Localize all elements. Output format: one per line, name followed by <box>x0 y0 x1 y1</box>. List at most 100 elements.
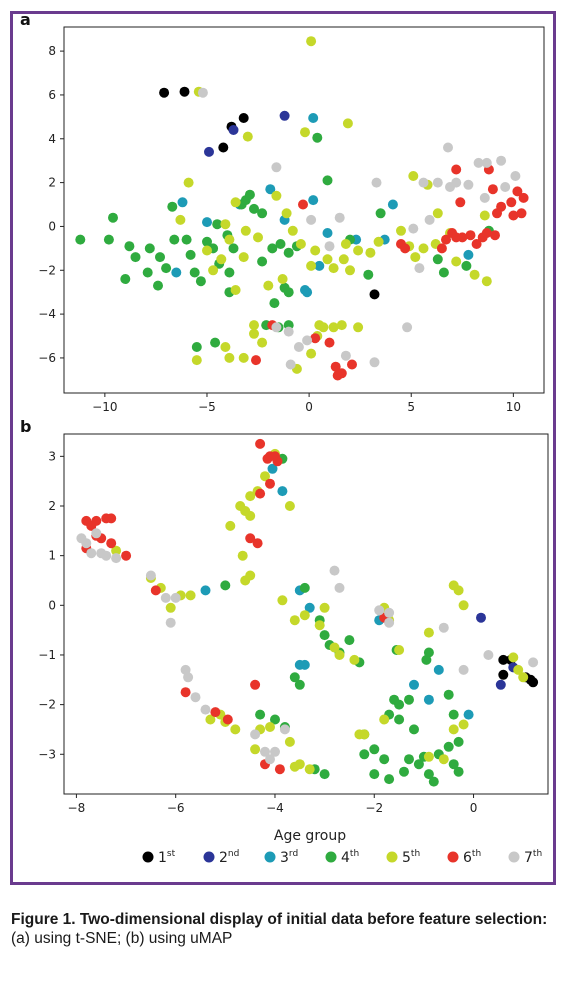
x-tick-label-a: −5 <box>198 400 216 414</box>
point-b-3rd-11 <box>463 709 474 720</box>
point-a-5th-41 <box>257 337 268 348</box>
point-a-7th-1 <box>271 162 282 173</box>
point-b-5th-0 <box>111 545 122 556</box>
point-b-5th-3 <box>165 602 176 613</box>
point-b-5th-39 <box>423 751 434 762</box>
point-b-7th-12 <box>183 672 194 683</box>
point-a-7th-12 <box>371 177 382 188</box>
point-b-5th-21 <box>314 620 325 631</box>
point-b-6th-4 <box>106 513 117 524</box>
point-a-6th-13 <box>436 243 447 254</box>
point-a-4th-1 <box>108 212 118 223</box>
point-a-5th-59 <box>353 322 364 333</box>
point-b-6th-15 <box>255 438 266 449</box>
plot-frame-b <box>63 433 549 795</box>
point-b-7th-6 <box>91 528 102 539</box>
y-tick-label-b: 1 <box>48 549 56 563</box>
point-b-5th-42 <box>513 664 524 675</box>
point-a-5th-7 <box>220 219 231 230</box>
legend-marker-3rd <box>264 851 276 863</box>
y-tick-label-a: −2 <box>38 263 56 277</box>
point-a-5th-31 <box>249 320 259 331</box>
point-a-7th-15 <box>414 263 425 274</box>
point-a-7th-23 <box>496 155 507 166</box>
point-b-3rd-0 <box>200 585 211 596</box>
point-b-4th-12 <box>270 714 280 725</box>
point-a-5th-17 <box>322 254 333 265</box>
point-b-5th-15 <box>237 550 248 561</box>
point-a-5th-37 <box>249 328 259 339</box>
point-b-7th-23 <box>384 617 395 628</box>
point-a-5th-19 <box>338 254 349 265</box>
point-a-7th-20 <box>463 179 474 190</box>
point-a-4th-33 <box>283 287 294 298</box>
point-b-7th-22 <box>384 607 395 618</box>
point-b-6th-18 <box>272 456 283 467</box>
point-b-1st-1 <box>498 669 509 680</box>
point-a-6th-23 <box>512 186 523 197</box>
point-b-3rd-6 <box>433 664 444 675</box>
point-a-5th-51 <box>451 256 462 267</box>
point-b-4th-18 <box>399 766 409 777</box>
point-b-4th-0 <box>220 580 231 591</box>
point-b-4th-3 <box>289 672 300 683</box>
point-b-5th-48 <box>265 722 275 732</box>
point-a-2nd-1 <box>204 146 214 157</box>
point-b-7th-21 <box>374 605 385 616</box>
point-b-6th-19 <box>262 453 273 464</box>
y-tick-label-a: −6 <box>38 351 56 365</box>
legend-label-2nd: 2nd <box>219 849 239 866</box>
point-b-4th-35 <box>379 754 390 765</box>
point-a-5th-22 <box>353 245 364 256</box>
point-a-1st-0 <box>159 87 170 98</box>
point-a-7th-16 <box>418 177 429 188</box>
point-a-3rd-7 <box>302 287 313 298</box>
legend-label-7th: 7th <box>524 849 542 866</box>
y-tick-label-a: 8 <box>48 44 56 58</box>
point-a-4th-14 <box>185 249 196 260</box>
point-b-5th-26 <box>277 595 288 606</box>
x-tick-label-b: 0 <box>470 801 478 815</box>
point-b-5th-8 <box>225 520 236 531</box>
point-b-7th-17 <box>270 746 280 757</box>
point-b-4th-17 <box>384 774 395 785</box>
legend-label-5th: 5th <box>402 849 420 866</box>
point-a-4th-30 <box>283 247 294 258</box>
point-a-5th-28 <box>230 285 241 295</box>
point-a-4th-29 <box>275 239 286 249</box>
caption-body: (a) using t-SNE; (b) using uMAP <box>11 930 233 947</box>
point-b-4th-27 <box>453 766 464 777</box>
point-a-7th-17 <box>432 177 443 188</box>
point-b-4th-6 <box>319 630 330 641</box>
point-a-4th-13 <box>181 234 192 245</box>
point-a-6th-5 <box>330 361 341 372</box>
point-a-5th-15 <box>295 239 306 249</box>
point-b-6th-12 <box>210 707 221 718</box>
point-a-4th-0 <box>75 234 86 245</box>
point-b-4th-32 <box>394 714 405 725</box>
point-b-5th-30 <box>394 645 405 655</box>
point-b-5th-36 <box>458 600 469 611</box>
point-a-2nd-2 <box>279 110 290 121</box>
point-a-4th-49 <box>224 267 235 278</box>
point-b-5th-18 <box>289 615 300 626</box>
point-a-5th-33 <box>336 320 347 331</box>
y-tick-label-b: −2 <box>38 698 56 712</box>
legend-label-1st: 1st <box>158 849 176 866</box>
point-b-7th-4 <box>101 550 112 561</box>
point-b-6th-10 <box>150 585 161 596</box>
point-a-5th-5 <box>183 177 194 188</box>
point-b-5th-19 <box>299 610 310 621</box>
point-a-4th-42 <box>363 269 374 280</box>
panel-a-group: −10 −5 0 5 10 −6 −4 −2 0 2 4 6 8 <box>38 26 545 414</box>
point-a-6th-4 <box>324 337 335 348</box>
point-a-7th-2 <box>271 322 282 333</box>
point-a-5th-20 <box>345 265 355 276</box>
y-tick-label-a: −4 <box>38 307 56 321</box>
point-b-4th-30 <box>409 724 419 735</box>
point-a-6th-30 <box>508 210 519 221</box>
point-a-5th-10 <box>240 225 251 236</box>
point-b-6th-20 <box>265 478 275 489</box>
point-b-4th-40 <box>421 654 432 665</box>
